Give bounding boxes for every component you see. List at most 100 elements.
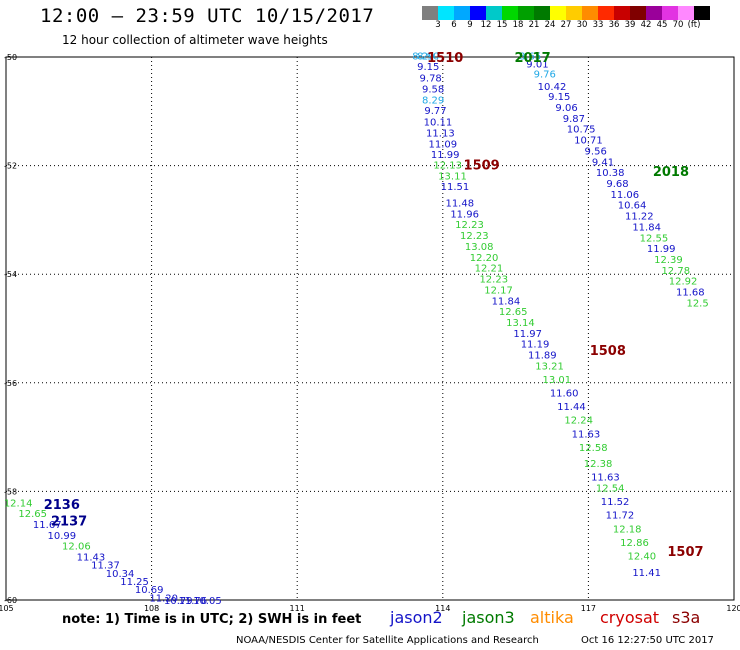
data-label: 11.89 — [528, 351, 557, 362]
data-label: 11.44 — [557, 402, 586, 413]
colorbar-swatch — [694, 6, 710, 20]
data-label: 11.22 — [625, 212, 654, 223]
x-tick-label: 117 — [581, 604, 596, 613]
data-label: 12.17 — [484, 285, 513, 296]
colorbar-swatch — [678, 6, 694, 20]
colorbar-label: 24 — [544, 20, 556, 30]
data-label: 11.19 — [521, 340, 550, 351]
colorbar-swatch — [550, 6, 566, 20]
data-label: 12.54 — [596, 484, 625, 495]
data-label: 11.48 — [445, 199, 474, 210]
data-label: 11.09 — [428, 139, 457, 150]
data-label: 12.65 — [18, 509, 47, 520]
colorbar-label: 27 — [560, 20, 572, 30]
data-label: 10.42 — [538, 82, 567, 93]
data-label: 12.20 — [470, 253, 499, 264]
data-label: 11.96 — [450, 209, 479, 220]
data-label: 8.29 — [422, 95, 444, 106]
colorbar-label: 9 — [467, 20, 473, 30]
data-label: 9.76 — [534, 69, 556, 80]
data-label: 10.11 — [424, 118, 453, 129]
pass-label: 1510 — [427, 51, 463, 66]
satellite-label: altika — [530, 608, 574, 627]
data-label: 11.20 — [149, 593, 178, 604]
pass-label: 1507 — [667, 545, 703, 560]
pass-label: 2137 — [51, 515, 87, 530]
pass-label: 2017 — [514, 51, 550, 66]
data-label: 11.37 — [91, 561, 120, 572]
plot-frame — [5, 56, 735, 601]
satellite-label: s3a — [672, 608, 701, 627]
data-label: 13.14 — [506, 318, 535, 329]
colorbar-label: 36 — [608, 20, 620, 30]
data-label: 11.52 — [601, 497, 630, 508]
colorbar-swatch — [518, 6, 534, 20]
data-label: 11.43 — [77, 553, 106, 564]
colorbar-swatch — [614, 6, 630, 20]
colorbar-label: 45 — [656, 20, 668, 30]
data-label: 13.21 — [535, 361, 564, 372]
colorbar-label: 15 — [496, 20, 508, 30]
data-label: 12.21 — [475, 264, 504, 275]
colorbar-swatch — [486, 6, 502, 20]
footer-note: note: 1) Time is in UTC; 2) SWH is in fe… — [62, 612, 362, 627]
colorbar-label: 12 — [480, 20, 492, 30]
data-label: 12.55 — [640, 233, 669, 244]
data-label: 12.5 — [686, 298, 708, 309]
y-tick-label: -52 — [4, 162, 17, 171]
chart-subtitle: 12 hour collection of altimeter wave hei… — [62, 33, 328, 47]
colorbar-swatch — [438, 6, 454, 20]
data-label: 11.60 — [550, 389, 579, 400]
colorbar-swatch — [566, 6, 582, 20]
data-label: 11.76 — [179, 596, 208, 607]
colorbar-label: 18 — [512, 20, 524, 30]
data-label: 10.64 — [618, 201, 647, 212]
data-label: 13.08 — [465, 242, 494, 253]
data-label: 12.38 — [584, 459, 613, 470]
satellite-label: jason2 — [390, 608, 443, 627]
data-label: 11.51 — [441, 182, 470, 193]
colorbar-swatch — [582, 6, 598, 20]
data-label: 9.15 — [548, 92, 570, 103]
colorbar-swatch — [662, 6, 678, 20]
credit-line: NOAA/NESDIS Center for Satellite Applica… — [236, 635, 539, 646]
colorbar-swatch — [502, 6, 518, 20]
data-label: 9.15 — [417, 62, 439, 73]
colorbar-label: 21 — [528, 20, 540, 30]
colorbar-swatch — [534, 6, 550, 20]
colorbar-swatch — [470, 6, 486, 20]
satellite-label: cryosat — [600, 608, 660, 627]
data-label: 12.86 — [620, 538, 649, 549]
data-label: 9.77 — [424, 106, 446, 117]
data-label: 12.23 — [460, 231, 489, 242]
colorbar-label: 6 — [451, 20, 457, 30]
y-tick-label: -54 — [4, 270, 17, 279]
data-label: 11.84 — [632, 222, 661, 233]
y-tick-label: -60 — [4, 596, 17, 605]
data-label: 12.65 — [499, 307, 528, 318]
data-label: 9.58 — [422, 84, 444, 95]
data-label: 12.23 — [455, 220, 484, 231]
data-label: 9.41 — [592, 157, 614, 168]
colorbar-swatch — [630, 6, 646, 20]
data-label: 12.18 — [613, 524, 642, 535]
data-label: 12.24 — [564, 416, 593, 427]
data-label: 11.97 — [513, 329, 542, 340]
y-tick-label: -56 — [4, 379, 17, 388]
data-label: 11.41 — [632, 568, 661, 579]
data-label: 11.63 — [591, 473, 620, 484]
colorbar-swatch — [598, 6, 614, 20]
y-tick-label: -58 — [4, 487, 17, 496]
x-tick-label: 105 — [0, 604, 14, 613]
colorbar-label: 70 — [672, 20, 684, 30]
data-label: 10.69 — [135, 585, 164, 596]
data-label: 12.39 — [654, 255, 683, 266]
data-label: 9.01 — [526, 60, 548, 71]
data-label: 12.92 — [669, 277, 698, 288]
colorbar-label: 42 — [640, 20, 652, 30]
data-label: 12.14 — [4, 498, 33, 509]
colorbar-label: 30 — [576, 20, 588, 30]
data-label: 11.99 — [431, 150, 460, 161]
colorbar-swatch — [454, 6, 470, 20]
